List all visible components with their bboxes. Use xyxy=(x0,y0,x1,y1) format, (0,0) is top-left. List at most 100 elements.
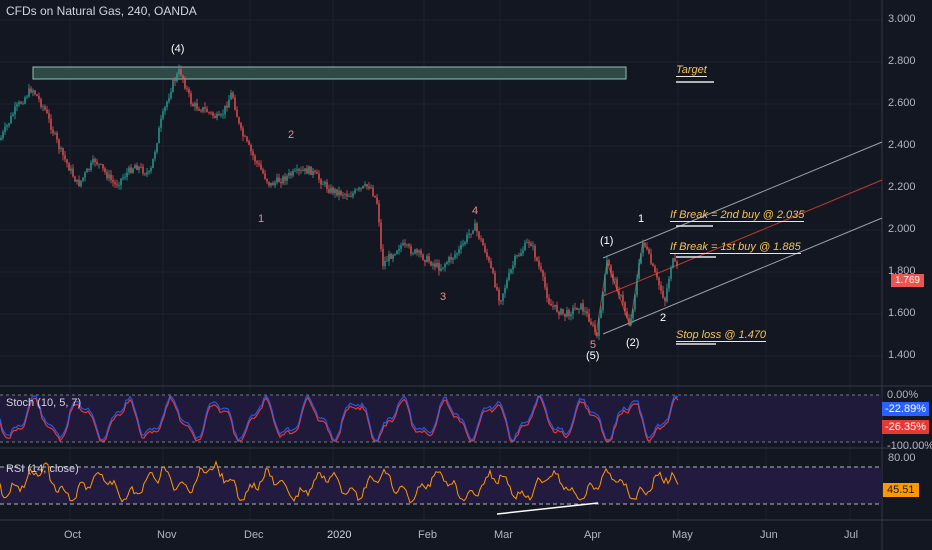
candle-body xyxy=(450,257,452,260)
candle-body xyxy=(82,177,84,181)
price-tick-label: 2.800 xyxy=(888,55,916,67)
candle-body xyxy=(348,196,350,198)
candle-body xyxy=(568,310,570,317)
candle-body xyxy=(130,167,132,173)
candle-body xyxy=(506,280,508,289)
candle-body xyxy=(160,118,162,128)
candle-body xyxy=(266,178,268,182)
candle-body xyxy=(426,256,428,263)
candle-body xyxy=(412,253,414,255)
candle-body xyxy=(284,176,286,181)
candle-body xyxy=(40,99,42,107)
candle-body xyxy=(390,253,392,259)
first-buy-text: If Break = 1st buy @ 1.885 xyxy=(670,241,801,254)
candle-body xyxy=(326,182,328,190)
candle-body xyxy=(282,176,284,184)
candle-body xyxy=(146,172,148,175)
candle-body xyxy=(342,194,344,196)
stoch-k-line xyxy=(0,395,679,442)
candle-body xyxy=(662,290,664,298)
candle-body xyxy=(112,179,114,183)
candle-body xyxy=(62,148,64,156)
time-tick-label: Apr xyxy=(584,529,602,541)
candle-body xyxy=(226,105,228,108)
candle-body xyxy=(290,172,292,176)
candle-body xyxy=(204,107,206,109)
candle-body xyxy=(576,307,578,310)
candle-body xyxy=(152,158,154,169)
candle-body xyxy=(410,246,412,254)
candle-body xyxy=(220,114,222,116)
candle-body xyxy=(498,289,500,301)
candle-body xyxy=(172,79,174,92)
candle-body xyxy=(488,257,490,262)
candle-body xyxy=(484,245,486,253)
candle-body xyxy=(532,245,534,247)
candle-body xyxy=(202,107,204,112)
candle-body xyxy=(598,318,600,336)
candle-body xyxy=(424,259,426,263)
candle-body xyxy=(388,253,390,262)
candle-body xyxy=(312,170,314,175)
stop-loss-text: Stop loss @ 1.470 xyxy=(676,329,767,342)
candle-body xyxy=(460,245,462,250)
candle-body xyxy=(490,261,492,269)
candle-body xyxy=(80,180,82,187)
candle-body xyxy=(524,242,526,251)
target-text: Target xyxy=(676,64,707,77)
candle-body xyxy=(66,159,68,164)
price-channel xyxy=(595,81,883,345)
candle-body xyxy=(636,278,638,296)
candle-body xyxy=(428,256,430,262)
candle-body xyxy=(356,189,358,191)
candle-body xyxy=(564,313,566,317)
candle-body xyxy=(292,170,294,176)
target-zone xyxy=(32,66,627,80)
candle-body xyxy=(624,302,626,312)
stop-loss-annotation: Stop loss @ 1.470 xyxy=(676,329,767,342)
candle-body xyxy=(48,113,50,119)
candle-body xyxy=(198,108,200,111)
wave-label-2-new: 2 xyxy=(660,312,667,324)
candle-body xyxy=(210,112,212,114)
candle-body xyxy=(366,184,368,187)
candle-body xyxy=(640,253,642,264)
candle-body xyxy=(482,239,484,246)
candle-body xyxy=(184,79,186,89)
candle-body xyxy=(338,190,340,196)
candle-body xyxy=(274,182,276,186)
candle-body xyxy=(528,242,530,244)
candle-body xyxy=(638,263,640,279)
candle-body xyxy=(368,186,370,189)
candle-body xyxy=(402,243,404,246)
candle-body xyxy=(588,313,590,322)
wave-label-5-major: (5) xyxy=(586,350,600,362)
candle-body xyxy=(18,102,20,105)
candle-body xyxy=(646,246,648,250)
candle-body xyxy=(216,114,218,118)
candle-body xyxy=(248,141,250,145)
candle-body xyxy=(434,263,436,267)
candle-body xyxy=(288,172,290,176)
candle-body xyxy=(540,266,542,271)
candle-body xyxy=(58,139,60,150)
candle-body xyxy=(296,169,298,171)
stoch-k-badge: -22.89% xyxy=(882,402,929,416)
candle-body xyxy=(364,184,366,186)
candle-body xyxy=(516,255,518,257)
candle-body xyxy=(190,93,192,105)
candle-body xyxy=(102,164,104,169)
candle-body xyxy=(652,263,654,267)
candle-body xyxy=(452,257,454,260)
wave-label-2-minor: 2 xyxy=(288,129,295,141)
candle-body xyxy=(86,168,88,173)
candle-body xyxy=(234,97,236,110)
candle-body xyxy=(358,187,360,190)
candle-body xyxy=(608,259,610,266)
candle-body xyxy=(346,194,348,197)
candle-body xyxy=(162,111,164,119)
candle-body xyxy=(196,103,198,109)
candle-body xyxy=(228,99,230,108)
candle-body xyxy=(578,309,580,310)
